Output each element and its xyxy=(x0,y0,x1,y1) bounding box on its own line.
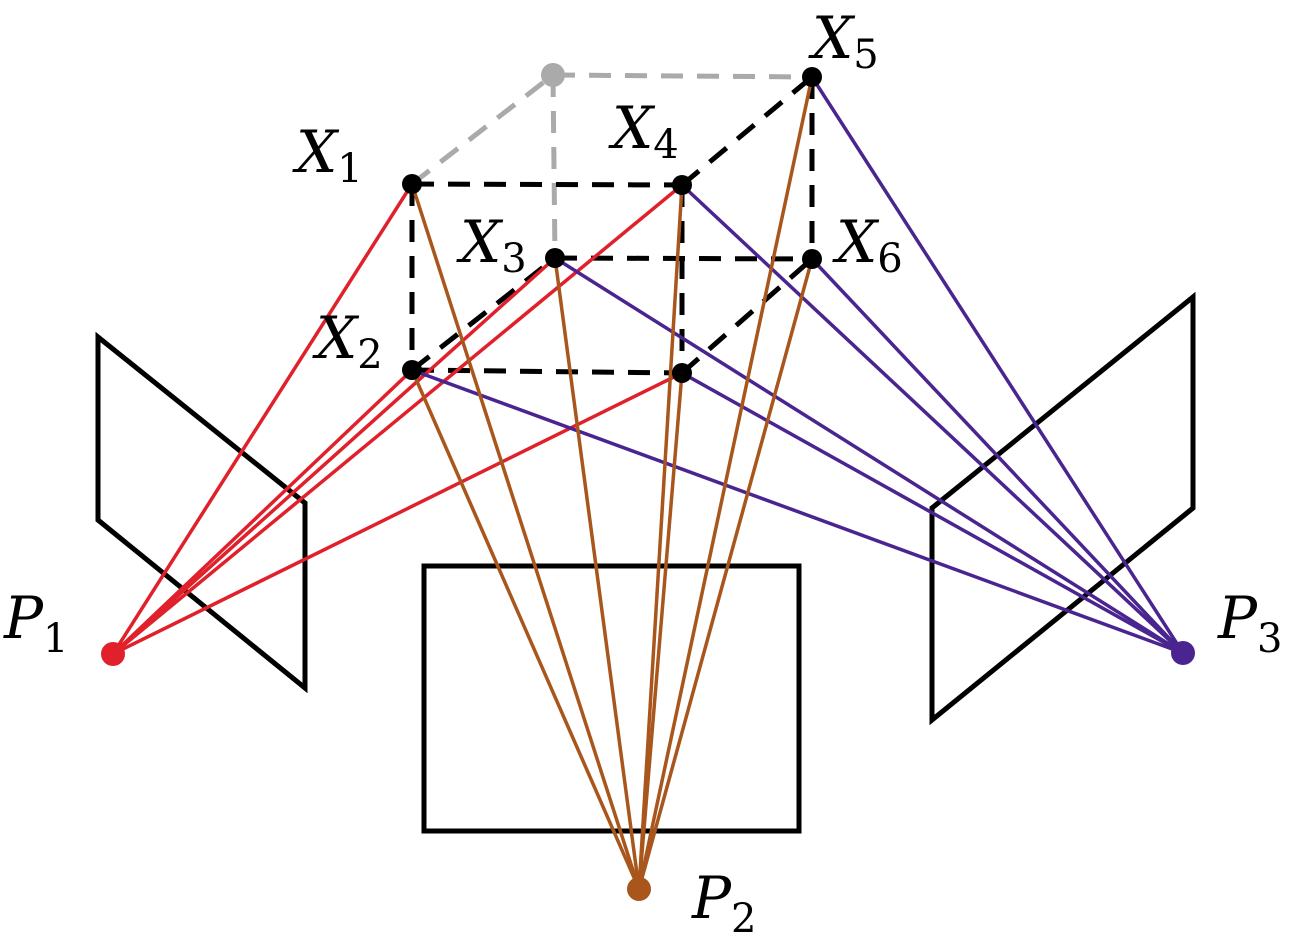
hidden-edge-back-x3 xyxy=(550,74,558,259)
camera-center-p1 xyxy=(101,642,125,666)
label-p3: P3 xyxy=(1217,584,1282,662)
ray-p2-x6 xyxy=(637,258,814,890)
ray-p2-x1 xyxy=(410,183,641,890)
point-x6 xyxy=(802,249,822,269)
point-x2 xyxy=(402,360,422,380)
label-x4: X4 xyxy=(608,94,679,168)
image-plane-p3 xyxy=(929,291,1196,726)
ray-p1-x3 xyxy=(111,256,557,656)
ray-p2-x4 xyxy=(637,184,684,890)
scene-points xyxy=(402,63,822,383)
label-p2: P2 xyxy=(691,864,756,942)
label-x2: X2 xyxy=(312,304,383,378)
label-p1: P1 xyxy=(3,584,68,662)
rays-p2 xyxy=(410,76,814,890)
camera-center-p2 xyxy=(627,877,651,901)
edge-x7-x6 xyxy=(680,257,814,375)
hidden-edges xyxy=(410,72,813,259)
image-plane-p2 xyxy=(421,563,802,834)
ray-p3-x6 xyxy=(810,257,1185,655)
rays-p1 xyxy=(111,183,684,656)
ray-p1-x1 xyxy=(111,183,414,655)
hidden-edge-back-x5 xyxy=(552,72,813,80)
point-x7 xyxy=(672,363,692,383)
ray-p1-x2 xyxy=(111,368,414,656)
rays-p3 xyxy=(411,76,1185,655)
edge-x3-x6 xyxy=(554,255,813,262)
edge-x2-x3 xyxy=(410,256,557,372)
ray-p1-x4 xyxy=(111,183,684,656)
ray-p2-x7 xyxy=(637,372,684,890)
point-x1 xyxy=(402,174,422,194)
ray-p3-x5 xyxy=(810,76,1185,654)
label-x1: X1 xyxy=(292,118,363,192)
point-x4 xyxy=(672,175,692,195)
ray-p3-x2 xyxy=(411,368,1184,655)
point-x3 xyxy=(545,248,565,268)
camera-center-p3 xyxy=(1171,641,1195,665)
hidden-edge-x1-back xyxy=(410,73,555,186)
label-x6: X6 xyxy=(832,208,903,282)
point-labels: X1 X2 X3 X4 X5 X6 xyxy=(292,4,903,378)
ray-p1-x7 xyxy=(112,371,683,656)
ray-p2-x3 xyxy=(553,257,641,890)
ray-p2-x5 xyxy=(637,76,814,890)
ray-p3-x7 xyxy=(681,371,1184,655)
camera-labels: P1 P2 P3 xyxy=(3,584,1282,942)
ray-p3-x4 xyxy=(680,183,1185,655)
ray-p2-x2 xyxy=(410,369,641,890)
edge-x1-x4 xyxy=(411,181,683,188)
ray-p3-x3 xyxy=(554,256,1184,655)
point-x5 xyxy=(802,67,822,87)
image-plane-p1 xyxy=(95,331,308,694)
label-x5: X5 xyxy=(808,4,879,78)
camera-centers xyxy=(101,641,1195,901)
point-hidden-back xyxy=(541,63,565,87)
label-x3: X3 xyxy=(456,208,527,282)
edge-x4-x5 xyxy=(680,75,814,187)
image-planes xyxy=(95,291,1196,834)
